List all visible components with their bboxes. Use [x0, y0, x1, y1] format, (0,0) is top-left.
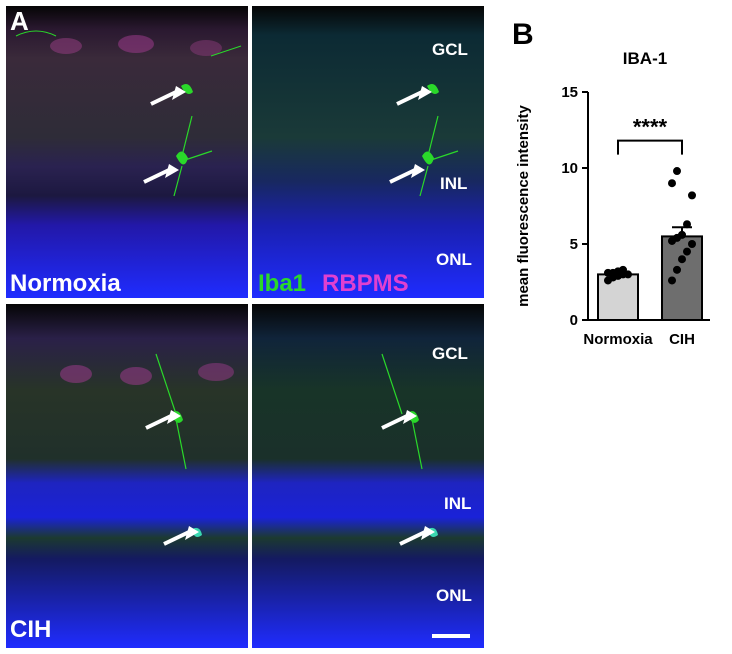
data-point	[678, 230, 686, 239]
y-tick-label: 0	[570, 312, 578, 329]
scale-bar	[432, 634, 470, 638]
data-point	[673, 265, 681, 274]
normoxia-merged-image	[6, 6, 248, 298]
label-iba1: Iba1	[258, 270, 307, 297]
data-point	[688, 240, 696, 248]
micrograph-cih-merged: CIH	[6, 304, 248, 648]
data-point	[678, 255, 686, 264]
bar-chart-iba1: IBA-1 mean fluorescence intensity 0 5 10 15 No…	[515, 49, 710, 348]
micrograph-normoxia-iba1: GCL INL ONL Iba1 RBPMS	[252, 6, 484, 298]
data-point	[688, 191, 696, 200]
data-point	[673, 167, 681, 176]
layer-label-inl: INL	[440, 174, 468, 193]
significance-stars: ****	[633, 115, 668, 140]
data-point	[619, 265, 627, 274]
x-tick-label: CIH	[669, 331, 695, 348]
layer-label-onl-cih: ONL	[436, 586, 472, 605]
data-point	[668, 179, 676, 188]
panel-letter-a: A	[10, 6, 29, 36]
x-tick-label: Normoxia	[583, 331, 653, 348]
normoxia-iba1-image	[252, 6, 484, 298]
data-point	[683, 247, 691, 256]
cih-iba1-image	[252, 304, 484, 648]
chart-title: IBA-1	[623, 49, 667, 68]
cih-merged-image	[6, 304, 248, 648]
y-tick-label: 15	[561, 84, 578, 101]
data-point	[668, 276, 676, 285]
layer-label-gcl-cih: GCL	[432, 344, 468, 363]
panel-letter-b: B	[512, 18, 534, 51]
layer-label-onl: ONL	[436, 250, 472, 269]
layer-label-inl-cih: INL	[444, 494, 472, 513]
y-tick-label: 10	[561, 160, 578, 177]
micrograph-cih-iba1: GCL INL ONL	[252, 304, 484, 648]
significance-bracket	[617, 139, 683, 155]
label-normoxia: Normoxia	[10, 270, 121, 297]
y-tick-label: 5	[570, 236, 578, 253]
label-rbpms: RBPMS	[322, 270, 409, 297]
bar-normoxia	[597, 273, 639, 321]
bar-cih	[661, 235, 703, 321]
micrograph-normoxia-merged: A Normoxia	[6, 6, 248, 298]
layer-label-gcl: GCL	[432, 40, 468, 59]
y-axis-label: mean fluorescence intensity	[515, 104, 532, 306]
label-cih: CIH	[10, 616, 52, 643]
data-point	[683, 220, 691, 229]
